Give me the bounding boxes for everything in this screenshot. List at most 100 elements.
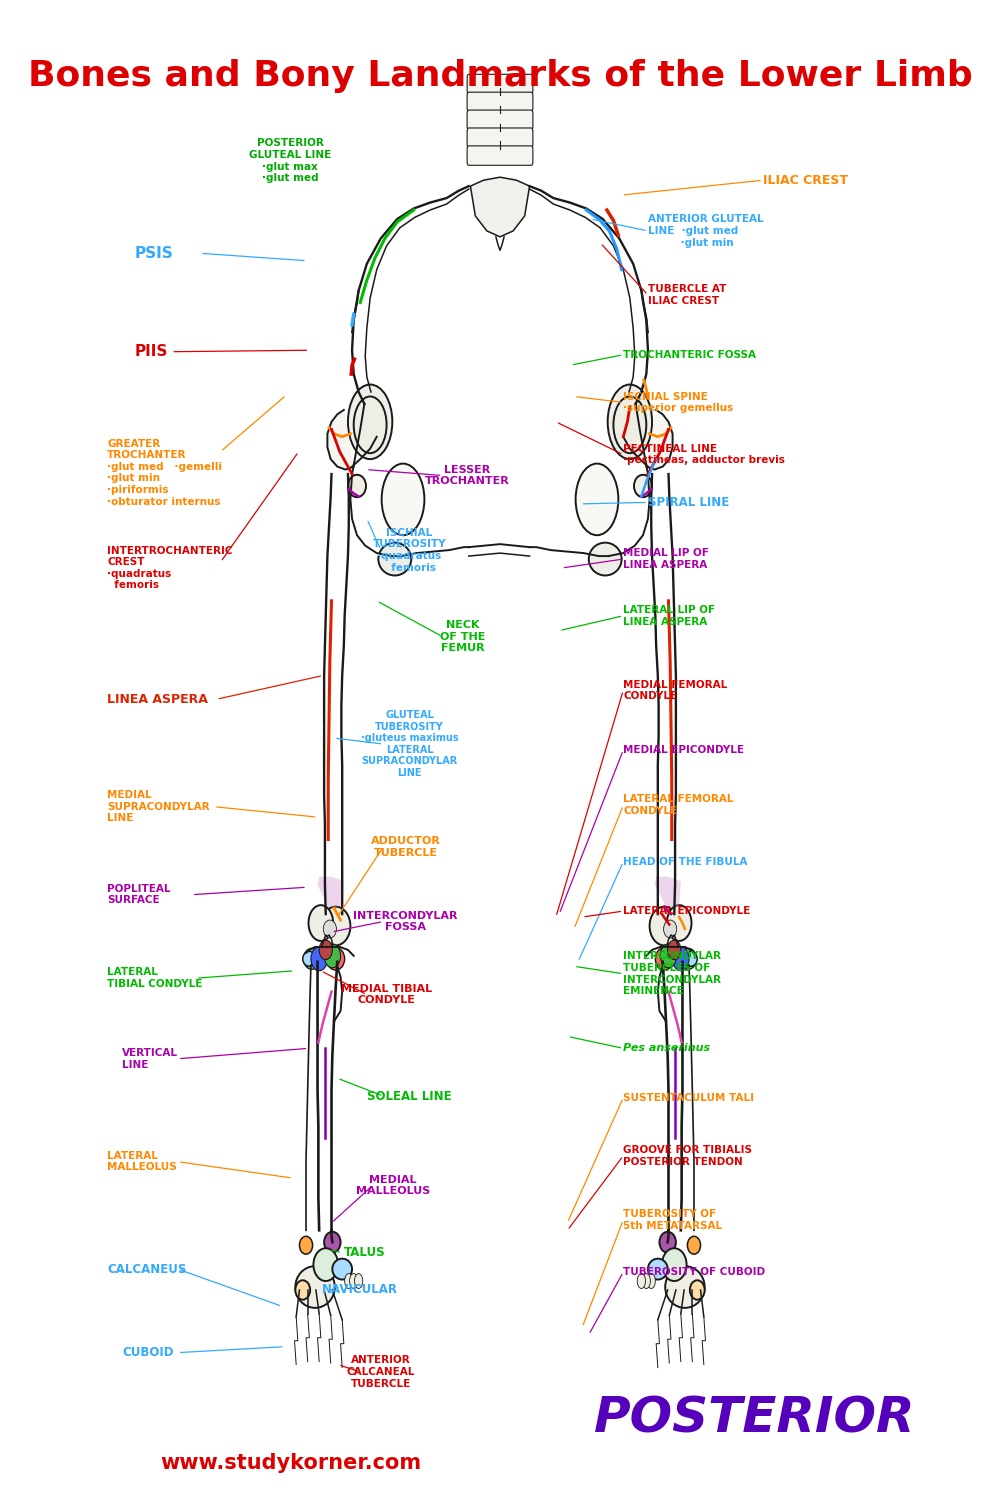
Ellipse shape: [665, 1266, 705, 1308]
Text: PECTINEAL LINE
·pectineas, adductor brevis: PECTINEAL LINE ·pectineas, adductor brev…: [623, 444, 785, 465]
Ellipse shape: [655, 948, 673, 970]
Text: LINEA ASPERA: LINEA ASPERA: [107, 693, 208, 706]
Ellipse shape: [690, 1281, 705, 1299]
Polygon shape: [646, 410, 673, 470]
Text: PSIS: PSIS: [134, 246, 173, 261]
Text: Pes anserinus: Pes anserinus: [623, 1044, 710, 1053]
Ellipse shape: [576, 464, 618, 536]
Ellipse shape: [321, 906, 350, 945]
Text: Bones and Bony Landmarks of the Lower Limb: Bones and Bony Landmarks of the Lower Li…: [28, 60, 972, 93]
Text: ADDUCTOR
TUBERCLE: ADDUCTOR TUBERCLE: [371, 836, 440, 858]
Ellipse shape: [295, 1266, 335, 1308]
Ellipse shape: [660, 944, 677, 968]
Text: GREATER
TROCHANTER
·glut med   ·gemelli
·glut min
·piriformis
·obturator internu: GREATER TROCHANTER ·glut med ·gemelli ·g…: [107, 438, 222, 507]
Text: INTERCONDYLAR
TUBERCLES OF
INTERCONDYLAR
EMINENCE: INTERCONDYLAR TUBERCLES OF INTERCONDYLAR…: [623, 951, 721, 996]
Ellipse shape: [311, 946, 327, 970]
Ellipse shape: [350, 1274, 358, 1288]
Ellipse shape: [308, 904, 333, 940]
FancyBboxPatch shape: [467, 128, 533, 147]
Polygon shape: [655, 878, 681, 906]
Ellipse shape: [319, 940, 332, 960]
Text: MEDIAL FEMORAL
CONDYLE: MEDIAL FEMORAL CONDYLE: [623, 680, 728, 700]
Ellipse shape: [613, 396, 646, 453]
Ellipse shape: [304, 948, 320, 969]
Ellipse shape: [687, 1236, 701, 1254]
Text: SUSTENTACULUM TALI: SUSTENTACULUM TALI: [623, 1092, 754, 1102]
Text: LATERAL FEMORAL
CONDYLE: LATERAL FEMORAL CONDYLE: [623, 795, 734, 816]
Ellipse shape: [668, 940, 681, 960]
Ellipse shape: [642, 1274, 650, 1288]
Text: NECK
OF THE
FEMUR: NECK OF THE FEMUR: [440, 620, 486, 652]
Text: GROOVE FOR TIBIALIS
POSTERIOR TENDON: GROOVE FOR TIBIALIS POSTERIOR TENDON: [623, 1144, 752, 1167]
Ellipse shape: [507, 206, 513, 213]
Ellipse shape: [487, 219, 493, 226]
Ellipse shape: [647, 1274, 655, 1288]
Text: SPIRAL LINE: SPIRAL LINE: [648, 496, 729, 508]
Ellipse shape: [299, 1236, 313, 1254]
Ellipse shape: [303, 951, 316, 966]
Ellipse shape: [348, 384, 392, 459]
Ellipse shape: [608, 384, 652, 459]
Text: ISCHIAL
TUBEROSITY
·quadratus
  femoris: ISCHIAL TUBEROSITY ·quadratus femoris: [373, 528, 446, 573]
Polygon shape: [470, 177, 530, 237]
Ellipse shape: [295, 1281, 310, 1299]
Text: MEDIAL TIBIAL
CONDYLE: MEDIAL TIBIAL CONDYLE: [341, 984, 432, 1005]
Text: POSTERIOR: POSTERIOR: [594, 1395, 916, 1443]
Ellipse shape: [673, 946, 689, 970]
Text: MEDIAL LIP OF
LINEA ASPERA: MEDIAL LIP OF LINEA ASPERA: [623, 549, 709, 570]
Text: ANTERIOR
CALCANEAL
TUBERCLE: ANTERIOR CALCANEAL TUBERCLE: [347, 1356, 415, 1389]
Polygon shape: [318, 878, 344, 906]
FancyBboxPatch shape: [467, 110, 533, 129]
Ellipse shape: [507, 219, 513, 226]
Ellipse shape: [662, 1248, 687, 1281]
Text: MEDIAL EPICONDYLE: MEDIAL EPICONDYLE: [623, 746, 744, 754]
FancyBboxPatch shape: [467, 146, 533, 165]
Ellipse shape: [313, 1248, 338, 1281]
Text: ILIAC CREST: ILIAC CREST: [763, 174, 848, 186]
Ellipse shape: [507, 190, 513, 198]
Ellipse shape: [355, 1274, 363, 1288]
Ellipse shape: [664, 920, 677, 938]
Ellipse shape: [327, 948, 345, 970]
Ellipse shape: [332, 1258, 352, 1280]
Ellipse shape: [634, 476, 652, 496]
Ellipse shape: [667, 904, 692, 940]
Text: PIIS: PIIS: [134, 344, 168, 358]
Text: VERTICAL
LINE: VERTICAL LINE: [122, 1048, 178, 1070]
Text: POPLITEAL
SURFACE: POPLITEAL SURFACE: [107, 884, 171, 906]
Ellipse shape: [650, 906, 679, 945]
Ellipse shape: [637, 1274, 645, 1288]
Ellipse shape: [680, 948, 696, 969]
Ellipse shape: [618, 400, 642, 442]
Text: MEDIAL
SUPRACONDYLAR
LINE: MEDIAL SUPRACONDYLAR LINE: [107, 790, 210, 824]
Ellipse shape: [354, 396, 387, 453]
Text: LATERAL LIP OF
LINEA ASPERA: LATERAL LIP OF LINEA ASPERA: [623, 604, 715, 627]
Polygon shape: [327, 410, 354, 470]
Text: CALCANEUS: CALCANEUS: [107, 1263, 186, 1275]
Text: CUBOID: CUBOID: [122, 1346, 173, 1359]
Text: ISCHIAL SPINE
·superior gemellus: ISCHIAL SPINE ·superior gemellus: [623, 392, 734, 412]
Text: HEAD OF THE FIBULA: HEAD OF THE FIBULA: [623, 856, 748, 867]
Text: TUBEROSITY OF
5th METATARSAL: TUBEROSITY OF 5th METATARSAL: [623, 1209, 722, 1230]
Ellipse shape: [684, 951, 697, 966]
Ellipse shape: [348, 476, 366, 496]
FancyBboxPatch shape: [467, 75, 533, 93]
Ellipse shape: [323, 920, 336, 938]
Text: TROCHANTERIC FOSSA: TROCHANTERIC FOSSA: [623, 350, 756, 360]
Text: POSTERIOR
GLUTEAL LINE
·glut max
·glut med: POSTERIOR GLUTEAL LINE ·glut max ·glut m…: [249, 138, 332, 183]
Ellipse shape: [358, 400, 382, 442]
Ellipse shape: [382, 464, 424, 536]
Ellipse shape: [324, 944, 341, 968]
Ellipse shape: [589, 543, 622, 576]
Ellipse shape: [487, 190, 493, 198]
Ellipse shape: [345, 1274, 353, 1288]
Text: TUBERCLE AT
ILIAC CREST: TUBERCLE AT ILIAC CREST: [648, 284, 726, 306]
Text: LATERAL
TIBIAL CONDYLE: LATERAL TIBIAL CONDYLE: [107, 968, 202, 988]
Text: ANTERIOR GLUTEAL
LINE  ·glut med
         ·glut min: ANTERIOR GLUTEAL LINE ·glut med ·glut mi…: [648, 214, 764, 248]
Ellipse shape: [659, 1232, 676, 1252]
Text: GLUTEAL
TUBEROSITY
·gluteus maximus
LATERAL
SUPRACONDYLAR
LINE: GLUTEAL TUBEROSITY ·gluteus maximus LATE…: [361, 710, 458, 778]
Text: www.studykorner.com: www.studykorner.com: [160, 1454, 421, 1473]
Text: INTERCONDYLAR
FOSSA: INTERCONDYLAR FOSSA: [353, 910, 458, 933]
Text: LATERAL
MALLEOLUS: LATERAL MALLEOLUS: [107, 1150, 177, 1173]
Text: TUBEROSITY OF CUBOID: TUBEROSITY OF CUBOID: [623, 1268, 765, 1276]
